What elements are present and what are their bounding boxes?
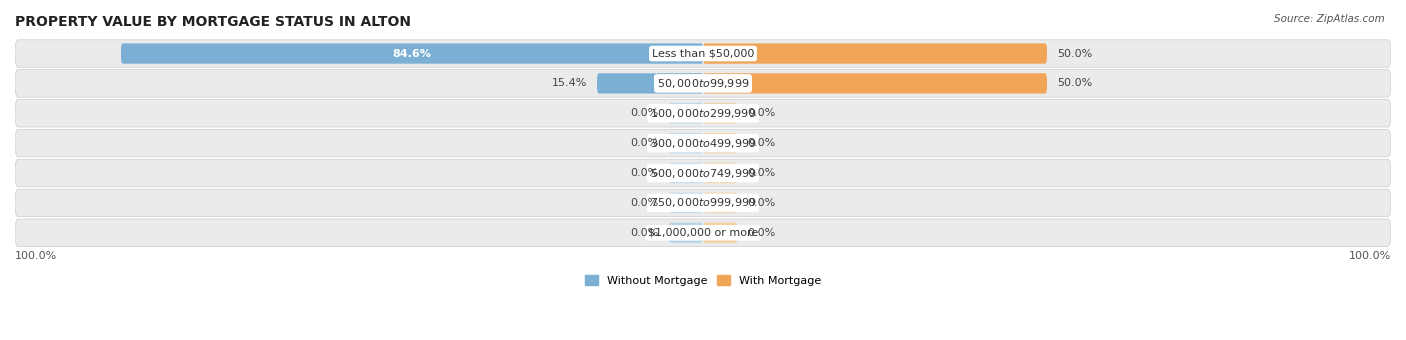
Text: 0.0%: 0.0% [748,228,776,238]
FancyBboxPatch shape [669,133,703,153]
FancyBboxPatch shape [669,223,703,243]
Text: Source: ZipAtlas.com: Source: ZipAtlas.com [1274,14,1385,23]
FancyBboxPatch shape [669,103,703,123]
FancyBboxPatch shape [15,70,1391,97]
FancyBboxPatch shape [15,219,1391,246]
Text: PROPERTY VALUE BY MORTGAGE STATUS IN ALTON: PROPERTY VALUE BY MORTGAGE STATUS IN ALT… [15,15,411,29]
FancyBboxPatch shape [703,73,1047,94]
Text: 0.0%: 0.0% [748,198,776,208]
FancyBboxPatch shape [15,130,1391,157]
FancyBboxPatch shape [703,163,737,183]
Text: 0.0%: 0.0% [630,138,658,148]
Text: 50.0%: 50.0% [1057,49,1092,58]
FancyBboxPatch shape [703,193,737,213]
Text: 0.0%: 0.0% [748,138,776,148]
FancyBboxPatch shape [703,44,1047,64]
Text: $750,000 to $999,999: $750,000 to $999,999 [650,197,756,209]
Text: 0.0%: 0.0% [630,108,658,118]
Text: 0.0%: 0.0% [748,168,776,178]
Text: $1,000,000 or more: $1,000,000 or more [648,228,758,238]
FancyBboxPatch shape [703,103,737,123]
FancyBboxPatch shape [703,223,737,243]
Text: $50,000 to $99,999: $50,000 to $99,999 [657,77,749,90]
Text: 0.0%: 0.0% [630,198,658,208]
Text: 100.0%: 100.0% [15,251,58,261]
Text: Less than $50,000: Less than $50,000 [652,49,754,58]
Text: 0.0%: 0.0% [748,108,776,118]
Text: $300,000 to $499,999: $300,000 to $499,999 [650,137,756,150]
Text: 0.0%: 0.0% [630,228,658,238]
FancyBboxPatch shape [15,189,1391,217]
Text: $500,000 to $749,999: $500,000 to $749,999 [650,167,756,180]
FancyBboxPatch shape [15,100,1391,127]
FancyBboxPatch shape [669,163,703,183]
FancyBboxPatch shape [121,44,703,64]
Text: 0.0%: 0.0% [630,168,658,178]
FancyBboxPatch shape [703,133,737,153]
Text: 84.6%: 84.6% [392,49,432,58]
Text: 50.0%: 50.0% [1057,79,1092,88]
FancyBboxPatch shape [15,159,1391,187]
Legend: Without Mortgage, With Mortgage: Without Mortgage, With Mortgage [581,271,825,290]
FancyBboxPatch shape [669,193,703,213]
FancyBboxPatch shape [598,73,703,94]
FancyBboxPatch shape [15,40,1391,67]
Text: $100,000 to $299,999: $100,000 to $299,999 [650,107,756,120]
Text: 100.0%: 100.0% [1348,251,1391,261]
Text: 15.4%: 15.4% [551,79,586,88]
